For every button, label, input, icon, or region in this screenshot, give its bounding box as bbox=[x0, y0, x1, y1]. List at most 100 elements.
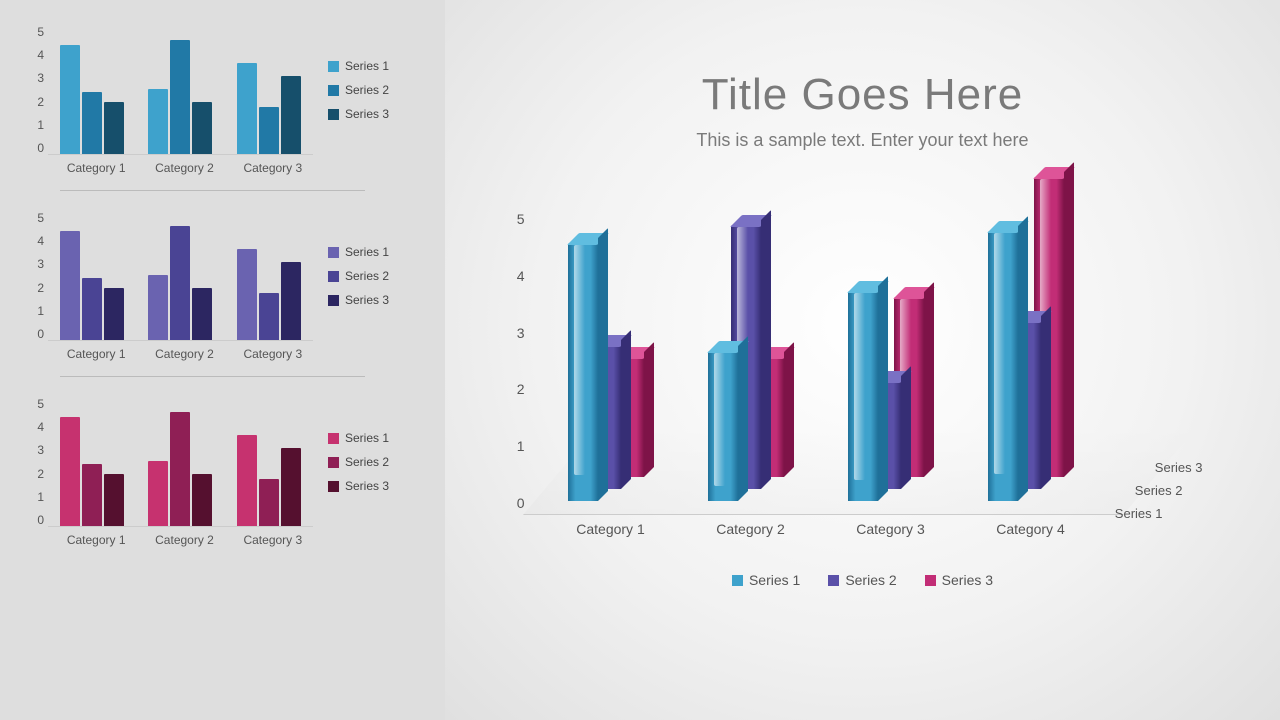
mini-bar bbox=[104, 288, 124, 340]
legend-label: Series 3 bbox=[345, 479, 389, 493]
legend-swatch bbox=[828, 575, 839, 586]
mini-bar bbox=[60, 45, 80, 154]
legend-swatch bbox=[328, 109, 339, 120]
main-bar bbox=[988, 231, 1018, 501]
y-tick: 4 bbox=[503, 268, 525, 284]
y-tick: 0 bbox=[30, 513, 44, 527]
mini-chart-group bbox=[237, 63, 301, 154]
mini-bar bbox=[170, 226, 190, 340]
legend-item: Series 1 bbox=[732, 572, 800, 588]
mini-chart-y-axis: 0 1 2 3 4 5 bbox=[30, 25, 48, 155]
mini-bar bbox=[148, 461, 168, 526]
mini-bar bbox=[82, 464, 102, 526]
x-tick: Category 2 bbox=[155, 533, 214, 547]
y-tick: 3 bbox=[30, 257, 44, 271]
y-tick: 4 bbox=[30, 234, 44, 248]
main-chart-group bbox=[562, 243, 644, 511]
mini-chart-purple: 012345Series 1Series 2Series 3Category 1… bbox=[30, 211, 425, 361]
y-tick: 3 bbox=[503, 325, 525, 341]
legend-item: Series 1 bbox=[328, 431, 389, 445]
mini-chart-magenta: 012345Series 1Series 2Series 3Category 1… bbox=[30, 397, 425, 547]
mini-chart-divider bbox=[60, 376, 365, 377]
legend-swatch bbox=[328, 61, 339, 72]
mini-bar bbox=[148, 89, 168, 154]
mini-bar bbox=[237, 63, 257, 154]
main-panel: Title Goes Here This is a sample text. E… bbox=[445, 0, 1280, 720]
legend-item: Series 1 bbox=[328, 59, 389, 73]
y-tick: 3 bbox=[30, 71, 44, 85]
x-tick: Category 1 bbox=[67, 347, 126, 361]
y-tick: 5 bbox=[30, 25, 44, 39]
y-tick: 3 bbox=[30, 443, 44, 457]
x-tick: Category 2 bbox=[716, 521, 784, 537]
y-tick: 4 bbox=[30, 48, 44, 62]
mini-bar bbox=[148, 275, 168, 340]
main-chart-legend: Series 1Series 2Series 3 bbox=[732, 572, 993, 588]
mini-chart-group bbox=[60, 45, 124, 154]
legend-label: Series 3 bbox=[942, 572, 993, 588]
legend-label: Series 2 bbox=[345, 83, 389, 97]
main-bar bbox=[568, 243, 598, 501]
legend-label: Series 2 bbox=[345, 455, 389, 469]
mini-bar bbox=[192, 474, 212, 526]
y-tick: 5 bbox=[503, 211, 525, 227]
y-tick: 1 bbox=[30, 304, 44, 318]
legend-item: Series 3 bbox=[328, 293, 389, 307]
x-tick: Category 3 bbox=[243, 347, 302, 361]
y-tick: 5 bbox=[30, 211, 44, 225]
mini-bar bbox=[259, 479, 279, 526]
legend-swatch bbox=[328, 457, 339, 468]
y-tick: 0 bbox=[30, 327, 44, 341]
mini-bar bbox=[82, 278, 102, 340]
y-tick: 2 bbox=[30, 95, 44, 109]
x-tick: Category 3 bbox=[856, 521, 924, 537]
page-title: Title Goes Here bbox=[702, 70, 1023, 120]
mini-chart-plot bbox=[48, 25, 313, 155]
mini-bar bbox=[237, 435, 257, 526]
legend-swatch bbox=[328, 247, 339, 258]
mini-chart-group bbox=[237, 249, 301, 340]
y-tick: 1 bbox=[503, 438, 525, 454]
legend-item: Series 2 bbox=[328, 83, 389, 97]
legend-label: Series 1 bbox=[345, 431, 389, 445]
mini-chart-legend: Series 1Series 2Series 3 bbox=[328, 59, 389, 121]
legend-swatch bbox=[925, 575, 936, 586]
y-tick: 1 bbox=[30, 118, 44, 132]
mini-bar bbox=[170, 40, 190, 154]
y-tick: 0 bbox=[503, 495, 525, 511]
series-axis-label: Series 2 bbox=[1135, 483, 1183, 498]
mini-chart-plot bbox=[48, 397, 313, 527]
main-bar bbox=[848, 291, 878, 501]
mini-chart-x-axis: Category 1Category 2Category 3 bbox=[52, 155, 317, 175]
mini-chart-legend: Series 1 Series 2 Series 3 bbox=[328, 245, 389, 307]
mini-chart-group bbox=[60, 417, 124, 526]
x-tick: Category 3 bbox=[243, 161, 302, 175]
legend-label: Series 1 bbox=[345, 59, 389, 73]
mini-chart-blue: 012345Series 1Series 2Series 3Category 1… bbox=[30, 25, 425, 175]
mini-chart-divider bbox=[60, 190, 365, 191]
legend-label: Series 2 bbox=[345, 269, 389, 283]
legend-swatch bbox=[328, 481, 339, 492]
x-tick: Category 4 bbox=[996, 521, 1064, 537]
legend-item: Series 2 bbox=[328, 455, 389, 469]
mini-bar bbox=[104, 102, 124, 154]
mini-chart-plot bbox=[48, 211, 313, 341]
x-tick: Category 2 bbox=[155, 161, 214, 175]
y-tick: 0 bbox=[30, 141, 44, 155]
mini-chart-legend: Series 1 Series 2 Series 3 bbox=[328, 431, 389, 493]
mini-chart-group bbox=[237, 435, 301, 526]
mini-bar bbox=[281, 76, 301, 154]
x-tick: Category 1 bbox=[67, 533, 126, 547]
legend-swatch bbox=[732, 575, 743, 586]
legend-item: Series 1 bbox=[328, 245, 389, 259]
main-chart-group bbox=[842, 291, 924, 511]
main-chart: 012345 Series 3 Series 2 Series 1 Catego… bbox=[503, 211, 1223, 537]
y-tick: 2 bbox=[30, 467, 44, 481]
y-tick: 4 bbox=[30, 420, 44, 434]
mini-bar bbox=[60, 417, 80, 526]
legend-swatch bbox=[328, 85, 339, 96]
x-tick: Category 1 bbox=[576, 521, 644, 537]
mini-chart-group bbox=[148, 412, 212, 526]
mini-bar bbox=[259, 293, 279, 340]
y-tick: 1 bbox=[30, 490, 44, 504]
